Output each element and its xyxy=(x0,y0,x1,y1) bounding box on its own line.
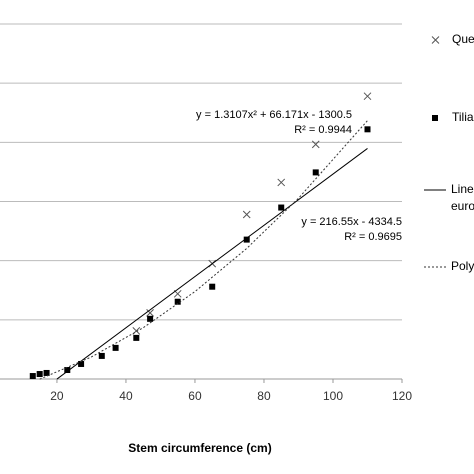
legend-symbol xyxy=(432,115,438,121)
point xyxy=(64,367,71,374)
annotation: R² = 0.9695 xyxy=(344,231,402,243)
point xyxy=(133,334,140,341)
point xyxy=(364,126,371,133)
x-axis-label: Stem circumference (cm) xyxy=(128,441,271,455)
legend-label: Que xyxy=(452,32,474,46)
x-tick-label: 20 xyxy=(50,389,64,403)
annotation: R² = 0.9944 xyxy=(294,124,352,136)
point xyxy=(29,373,36,380)
annotation: y = 1.3107x² + 66.171x - 1300.5 xyxy=(196,109,352,121)
legend-label: Tilia xyxy=(452,110,474,124)
point xyxy=(174,298,181,305)
x-tick-label: 60 xyxy=(188,389,202,403)
x-tick-label: 100 xyxy=(323,389,343,403)
trend-line xyxy=(56,148,368,380)
x-tick-label: 40 xyxy=(119,389,133,403)
trend-line xyxy=(39,120,368,380)
legend-label: Line xyxy=(451,182,474,196)
legend-label: euro xyxy=(451,199,474,213)
point xyxy=(277,178,286,187)
point xyxy=(312,169,319,176)
point xyxy=(242,210,251,219)
x-tick-label: 80 xyxy=(257,389,271,403)
x-tick-label: 120 xyxy=(392,389,412,403)
point xyxy=(363,92,372,101)
point xyxy=(78,360,85,367)
point xyxy=(98,352,105,359)
point xyxy=(311,140,320,149)
point xyxy=(243,236,250,243)
point xyxy=(209,283,216,290)
point xyxy=(146,308,154,317)
point xyxy=(147,315,154,322)
legend-symbol xyxy=(431,36,440,44)
point xyxy=(278,204,285,211)
legend-label: Poly xyxy=(451,259,474,273)
annotation: y = 216.55x - 4334.5 xyxy=(301,216,402,228)
point xyxy=(36,371,43,378)
point xyxy=(112,344,119,351)
point xyxy=(43,369,50,376)
